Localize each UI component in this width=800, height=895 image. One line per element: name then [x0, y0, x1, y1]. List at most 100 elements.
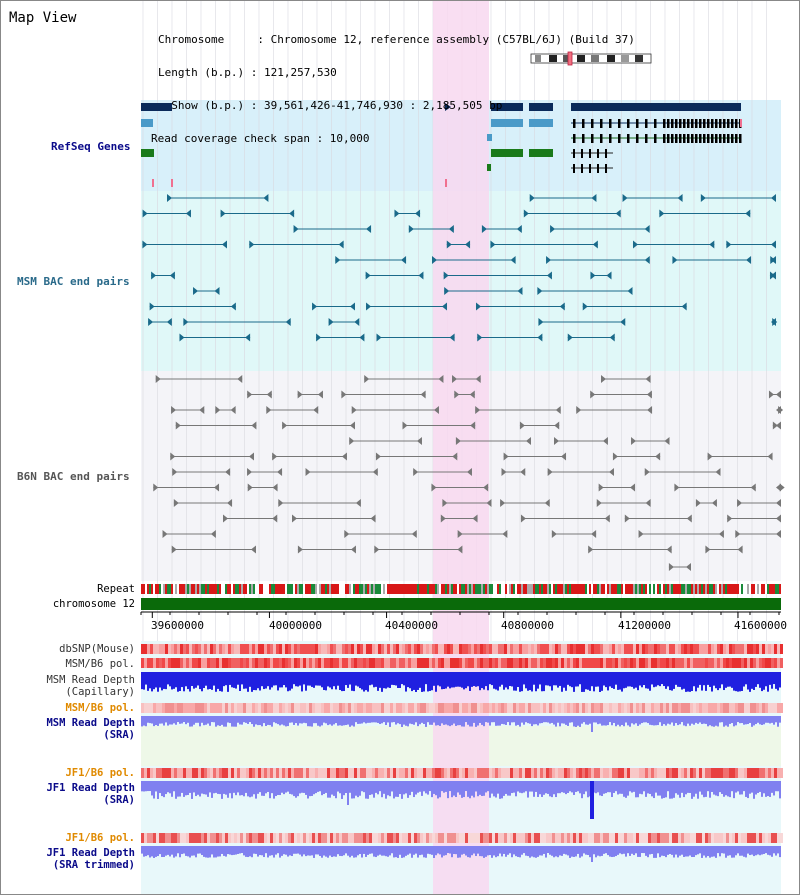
dbsnp-strip-cell [177, 644, 180, 654]
msm-sra-depth-bar [311, 716, 313, 727]
repeat-segment [511, 584, 513, 594]
msm-capillary-depth-bar [213, 672, 215, 686]
jf1-pol2-strip-cell [447, 833, 450, 843]
dbsnp-strip-cell [282, 644, 285, 654]
msm-capillary-depth-bar [673, 672, 675, 689]
msm-bac-pair-end [366, 225, 372, 233]
msm-sra-depth-bar [303, 716, 305, 723]
jf1-pol2-strip-cell [600, 833, 603, 843]
msm-sra-depth-bar [307, 716, 309, 727]
jf1-pol2-strip-cell [723, 833, 726, 843]
repeat-segment [763, 584, 765, 594]
msm-capillary-depth-bar [571, 672, 573, 688]
msm-pol2-strip-cell [666, 703, 669, 713]
jf1-pol-strip-cell [492, 768, 495, 778]
msm-pol-strip-cell [147, 658, 150, 668]
jf1-trim-depth-bar [319, 846, 321, 856]
jf1-sra-depth-bar [619, 781, 621, 794]
jf1-sra-depth-bar [183, 781, 185, 797]
dbsnp-strip-cell [162, 644, 165, 654]
msm-capillary-depth-bar [621, 672, 623, 692]
msm-capillary-depth-bar [505, 672, 507, 688]
msm-pol2-strip-cell [489, 703, 492, 713]
msm-sra-depth-bar [753, 716, 755, 726]
jf1-pol-strip-cell [291, 768, 294, 778]
jf1-sra-depth-bar [369, 781, 371, 795]
msm-capillary-depth-bar [645, 672, 647, 689]
msm-capillary-depth-bar [413, 672, 415, 690]
jf1-sra-depth-bar [513, 781, 515, 793]
jf1-pol2-strip-cell [162, 833, 165, 843]
msm-sra-depth-bar [255, 716, 257, 725]
jf1-pol-strip-cell [186, 768, 189, 778]
b6n-bac-pair-end [266, 390, 272, 399]
dbsnp-strip-cell [573, 644, 576, 654]
gene-marker [171, 179, 173, 187]
msm-pol-strip-cell [300, 658, 303, 668]
jf1-pol2-strip-cell [321, 833, 324, 843]
jf1-trim-depth-bar [603, 846, 605, 854]
msm-sra-depth-bar [261, 716, 263, 727]
msm-bac-pair-end [537, 287, 543, 295]
b6n-bac-pair-end [772, 421, 778, 430]
repeat-segment [443, 584, 445, 594]
msm-pol2-strip-cell [537, 703, 540, 713]
repeat-segment [523, 584, 525, 594]
msm-capillary-depth-bar [271, 672, 273, 688]
msm-pol-strip-cell [324, 658, 327, 668]
msm-bac-pair-end [415, 209, 421, 218]
repeat-segment [559, 584, 561, 594]
jf1-pol2-strip-cell [315, 833, 318, 843]
msm-capillary-depth-bar [613, 672, 615, 689]
msm-bac-pair-end [726, 240, 732, 249]
jf1-trim-depth-bar [705, 846, 707, 858]
msm-sra-depth-bar [347, 716, 349, 725]
jf1-sra-depth-bar [397, 781, 399, 797]
jf1-pol2-strip-cell [369, 833, 372, 843]
msm-capillary-depth-bar [165, 672, 167, 690]
jf1-sra-depth-bar [207, 781, 209, 797]
jf1-sra-depth-bar [249, 781, 251, 798]
dbsnp-strip-cell [480, 644, 483, 654]
msm-sra-depth-bar [491, 716, 493, 723]
jf1-trim-depth-bar [569, 846, 571, 858]
msm-sra-depth-bar [275, 716, 277, 724]
msm-pol2-strip-cell [159, 703, 162, 713]
msm-pol2-strip-cell [306, 703, 309, 713]
gene-exon [715, 119, 718, 128]
msm-pol2-strip-cell [243, 703, 246, 713]
jf1-trim-depth-bar [549, 846, 551, 855]
jf1-pol2-strip-cell [615, 833, 618, 843]
msm-pol2-strip-cell [303, 703, 306, 713]
repeat-segment [661, 584, 663, 594]
msm-pol2-strip-cell [606, 703, 609, 713]
jf1-pol-strip-cell [699, 768, 702, 778]
msm-capillary-depth-bar [709, 672, 711, 687]
jf1-trim-depth-bar [459, 846, 461, 858]
msm-capillary-depth-bar [235, 672, 237, 689]
repeat-segment [599, 584, 601, 594]
jf1-trim-depth-bar [175, 846, 177, 857]
jf1-trim-depth-bar [403, 846, 405, 858]
jf1-sra-depth-bar [617, 781, 619, 795]
jf1-sra-depth-bar [567, 781, 569, 793]
dbsnp-strip-cell [669, 644, 672, 654]
b6n-bac-pair-end [655, 452, 661, 461]
msm-pol-strip-cell [303, 658, 306, 668]
repeat-segment [277, 584, 279, 594]
jf1-sra-depth-bar [337, 781, 339, 792]
dbsnp-strip-cell [759, 644, 762, 654]
jf1-depth-trim-line2: (SRA trimmed) [52, 859, 135, 871]
repeat-segment [185, 584, 187, 594]
msm-pol-strip-cell [150, 658, 153, 668]
jf1-sra-depth-bar [373, 781, 375, 798]
msm-pol2-strip-cell [459, 703, 462, 713]
msm-sra-depth-bar [681, 716, 683, 723]
jf1-trim-depth-bar [241, 846, 243, 854]
repeat-segment [677, 584, 679, 594]
msm-capillary-depth-bar [173, 672, 175, 689]
repeat-segment [637, 584, 639, 594]
msm-pol-strip-cell [669, 658, 672, 668]
msm-pol2-strip-cell [348, 703, 351, 713]
